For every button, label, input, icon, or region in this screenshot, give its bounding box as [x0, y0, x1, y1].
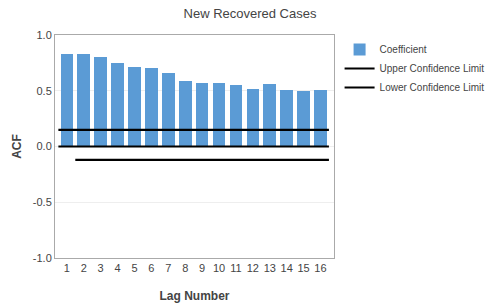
svg-text:3: 3: [98, 262, 104, 274]
svg-text:15: 15: [297, 262, 309, 274]
svg-text:9: 9: [199, 262, 205, 274]
svg-text:16: 16: [314, 262, 326, 274]
svg-text:7: 7: [165, 262, 171, 274]
svg-text:13: 13: [264, 262, 276, 274]
svg-text:8: 8: [182, 262, 188, 274]
svg-text:6: 6: [148, 262, 154, 274]
svg-text:Upper Confidence Limit: Upper Confidence Limit: [380, 63, 485, 74]
svg-text:-1.0: -1.0: [33, 252, 52, 264]
svg-text:11: 11: [230, 262, 241, 274]
svg-text:4: 4: [114, 262, 120, 274]
svg-text:-0.5: -0.5: [33, 196, 52, 208]
svg-text:2: 2: [81, 262, 87, 274]
svg-text:10: 10: [213, 262, 225, 274]
svg-text:New Recovered Cases: New Recovered Cases: [184, 6, 317, 21]
svg-text:0.5: 0.5: [37, 85, 52, 97]
svg-text:1: 1: [64, 262, 70, 274]
svg-text:14: 14: [281, 262, 293, 274]
svg-text:Lower Confidence Limit: Lower Confidence Limit: [380, 82, 485, 93]
svg-text:ACF: ACF: [10, 134, 24, 159]
svg-text:0.0: 0.0: [37, 140, 52, 152]
svg-text:12: 12: [247, 262, 259, 274]
svg-text:1.0: 1.0: [37, 29, 52, 41]
svg-text:5: 5: [131, 262, 137, 274]
svg-text:Coefficient: Coefficient: [380, 44, 427, 55]
svg-text:Lag Number: Lag Number: [159, 289, 229, 303]
